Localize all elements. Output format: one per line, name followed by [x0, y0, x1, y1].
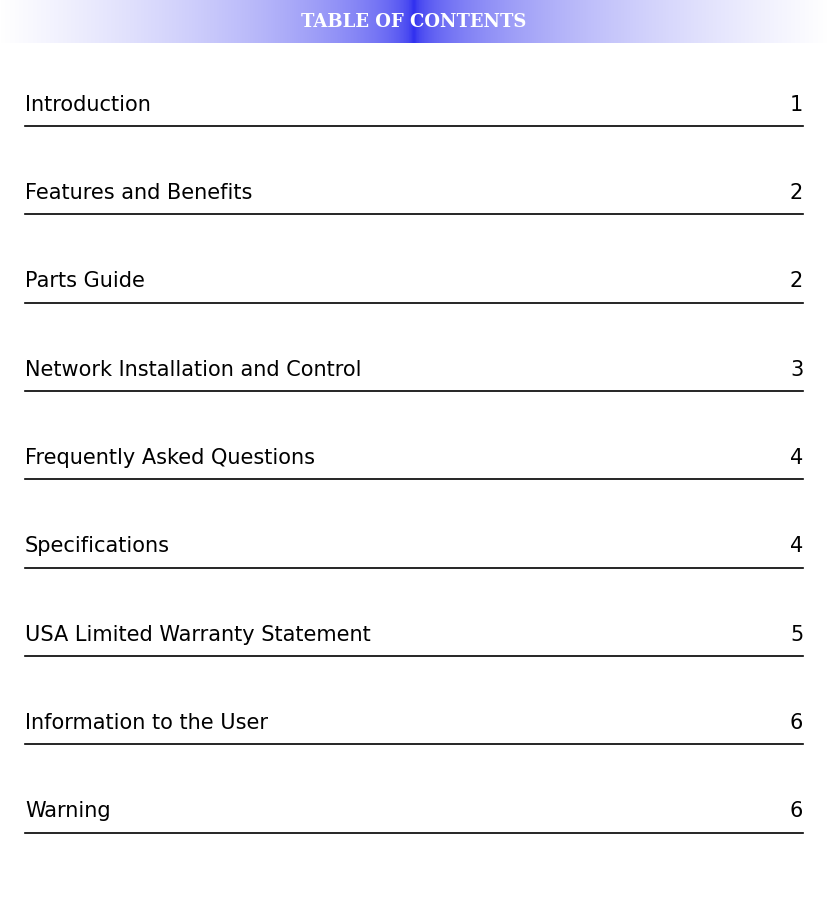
- Text: Network Installation and Control: Network Installation and Control: [25, 359, 361, 380]
- Text: TABLE OF CONTENTS: TABLE OF CONTENTS: [301, 13, 526, 31]
- Text: Frequently Asked Questions: Frequently Asked Questions: [25, 448, 314, 468]
- Text: USA Limited Warranty Statement: USA Limited Warranty Statement: [25, 625, 370, 645]
- Text: Introduction: Introduction: [25, 94, 151, 115]
- Text: 2: 2: [789, 183, 802, 203]
- Text: 4: 4: [789, 536, 802, 556]
- Text: Warning: Warning: [25, 801, 110, 822]
- Text: Features and Benefits: Features and Benefits: [25, 183, 252, 203]
- Text: Specifications: Specifications: [25, 536, 170, 556]
- Text: 6: 6: [789, 713, 802, 733]
- Text: 3: 3: [789, 359, 802, 380]
- Text: 2: 2: [789, 271, 802, 291]
- Text: Parts Guide: Parts Guide: [25, 271, 145, 291]
- Text: Information to the User: Information to the User: [25, 713, 267, 733]
- Text: 5: 5: [789, 625, 802, 645]
- Text: 4: 4: [789, 448, 802, 468]
- Text: 6: 6: [789, 801, 802, 822]
- Text: 1: 1: [789, 94, 802, 115]
